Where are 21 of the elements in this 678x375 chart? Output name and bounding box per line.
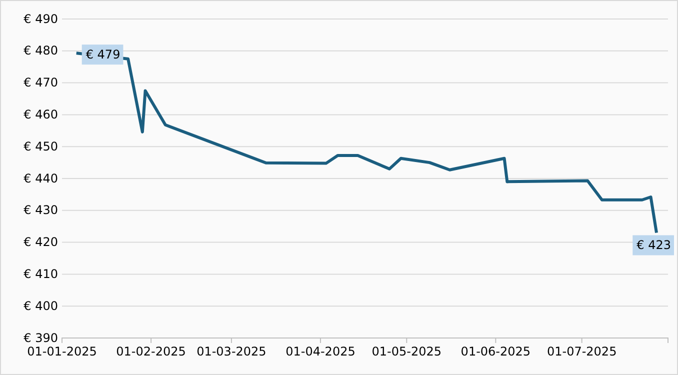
x-tick-label: 01-02-2025 [116, 344, 186, 359]
x-tick-label: 01-01-2025 [27, 344, 97, 359]
y-tick-label: € 470 [24, 76, 58, 90]
y-tick-label: € 490 [24, 12, 58, 26]
y-tick-label: € 420 [24, 235, 58, 250]
x-tick-label: 01-07-2025 [546, 344, 617, 359]
y-tick-label: € 450 [24, 139, 58, 154]
y-tick-label: € 430 [24, 203, 58, 218]
y-tick-label: € 400 [24, 298, 58, 313]
y-tick-label: € 480 [24, 44, 58, 58]
x-tick-label: 01-04-2025 [286, 344, 356, 359]
y-tick-label: € 410 [24, 267, 58, 282]
x-tick-label: 01-06-2025 [460, 344, 531, 359]
y-tick-label: € 390 [24, 330, 58, 345]
x-tick-label: 01-05-2025 [372, 344, 442, 359]
y-tick-label: € 460 [24, 108, 58, 122]
annotation: € 423 [636, 238, 671, 252]
annotation: € 479 [86, 48, 120, 62]
x-tick-label: 01-03-2025 [196, 344, 266, 359]
line-series [74, 52, 658, 234]
y-tick-label: € 440 [24, 171, 58, 186]
